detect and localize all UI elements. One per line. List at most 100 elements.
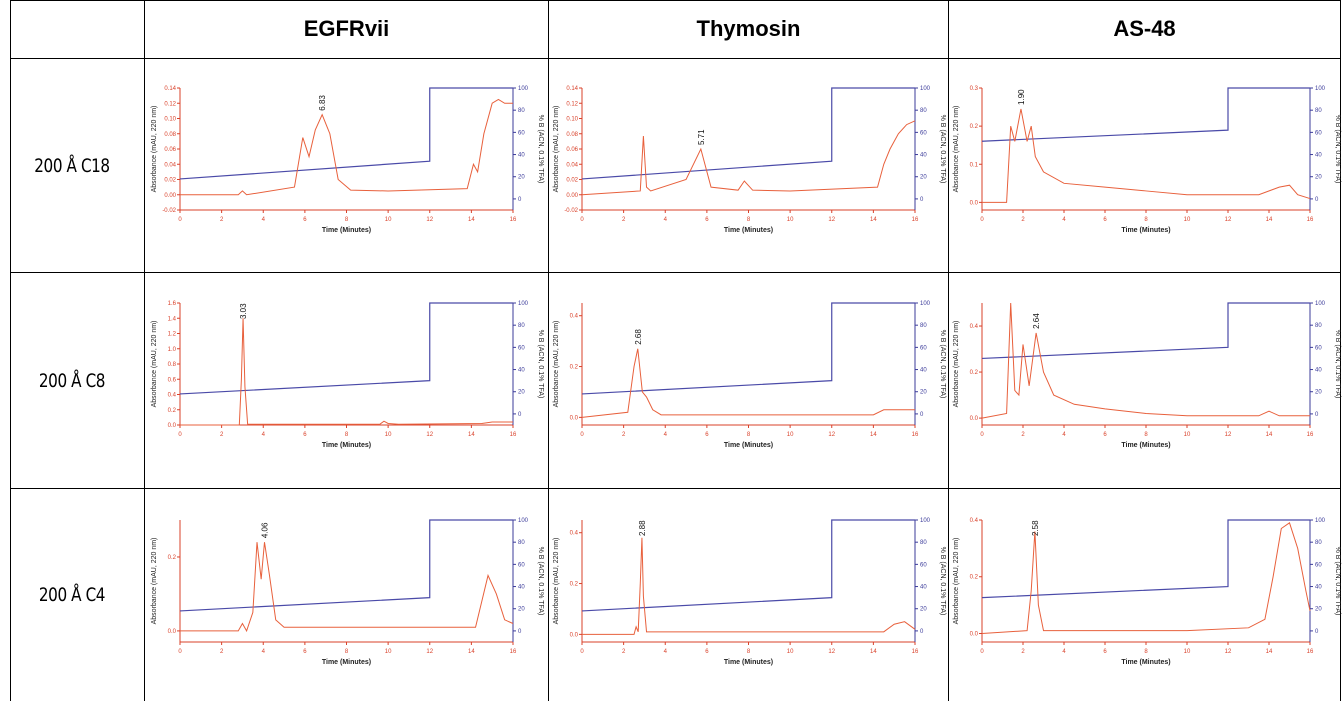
peak-label: 2.58 (1031, 520, 1040, 536)
y2-tick-label: 80 (1315, 540, 1322, 546)
chromatogram-trace (982, 108, 1311, 203)
y-tick-label: 1.2 (168, 332, 177, 338)
x-tick-label: 16 (510, 217, 517, 223)
y2-tick-label: 40 (518, 585, 525, 591)
table-divider (548, 0, 549, 701)
x-tick-label: 10 (1184, 649, 1191, 655)
y-tick-label: 0.12 (164, 101, 176, 107)
peak-label: 3.03 (239, 303, 248, 319)
y2-tick-label: 40 (920, 585, 927, 591)
x-tick-label: 16 (1307, 217, 1314, 223)
y-tick-label: 0.12 (566, 101, 578, 107)
x-tick-label: 2 (220, 649, 224, 655)
chromatogram-as48-c18: 0 2 4 6 8 10 12 14 16 0.0 0.1 0.2 0.3 0 20 40 60 80 100 Tim… (953, 86, 1341, 234)
y2-tick-label: 80 (920, 540, 927, 546)
x-tick-label: 4 (262, 432, 266, 438)
gradient-line (981, 519, 1310, 599)
y-tick-label: 0.02 (566, 178, 578, 184)
y2-axis-label: % B (ACN, 0.1% TFA) (537, 547, 544, 616)
x-tick-label: 4 (664, 217, 668, 223)
y2-axis-label: % B (ACN, 0.1% TFA) (537, 330, 544, 399)
x-tick-label: 0 (980, 432, 984, 438)
y2-tick-label: 80 (1315, 323, 1322, 329)
y2-tick-label: 0 (1315, 412, 1319, 418)
table-divider (948, 0, 949, 701)
y2-tick-label: 0 (920, 197, 924, 203)
y2-tick-label: 100 (1315, 86, 1326, 92)
x-tick-label: 8 (1144, 432, 1148, 438)
x-tick-label: 8 (345, 649, 349, 655)
x-tick-label: 12 (828, 432, 835, 438)
x-tick-label: 0 (178, 649, 182, 655)
y2-tick-label: 100 (518, 301, 529, 307)
x-tick-label: 16 (912, 649, 919, 655)
y-tick-label: -0.02 (564, 208, 578, 214)
x-axis-label: Time (Minutes) (1121, 227, 1170, 234)
gradient-line (179, 302, 513, 395)
x-tick-label: 8 (747, 432, 751, 438)
y2-tick-label: 40 (518, 368, 525, 374)
y-axis-label: Absorbance (mAU, 220 nm) (553, 538, 560, 625)
table-border-left (10, 0, 11, 701)
y2-tick-label: 40 (1315, 153, 1322, 159)
x-axis-label: Time (Minutes) (1121, 659, 1170, 666)
x-tick-label: 12 (426, 432, 433, 438)
gradient-line (581, 87, 915, 180)
peak-label: 6.83 (318, 95, 327, 111)
y-tick-label: 0.4 (168, 393, 177, 399)
y2-tick-label: 0 (518, 629, 522, 635)
y-tick-label: 0.08 (566, 132, 578, 138)
y-tick-label: 0.10 (566, 117, 578, 123)
y2-tick-label: 60 (518, 345, 525, 351)
chromatogram-trace (180, 542, 514, 633)
y-tick-label: 0.0 (970, 416, 979, 422)
x-tick-label: 4 (1062, 649, 1066, 655)
y2-tick-label: 100 (518, 518, 529, 524)
y-tick-label: 0.0 (570, 632, 579, 638)
x-axis-label: Time (Minutes) (724, 227, 773, 234)
x-tick-label: 8 (345, 432, 349, 438)
x-tick-label: 8 (747, 649, 751, 655)
y2-tick-label: 80 (920, 108, 927, 114)
x-tick-label: 14 (468, 432, 475, 438)
x-tick-label: 12 (828, 217, 835, 223)
column-header-thymosin: Thymosin (696, 16, 801, 41)
row-label-c8: 200 Å C8 (38, 369, 106, 392)
y2-tick-label: 80 (1315, 108, 1322, 114)
header-corner (10, 0, 144, 58)
x-tick-label: 8 (1144, 649, 1148, 655)
x-tick-label: 10 (385, 649, 392, 655)
x-tick-label: 10 (787, 217, 794, 223)
gradient-line (581, 302, 915, 395)
x-tick-label: 0 (580, 217, 584, 223)
x-tick-label: 12 (828, 649, 835, 655)
x-tick-label: 2 (1021, 432, 1025, 438)
y-tick-label: 0.0 (168, 629, 177, 635)
x-tick-label: 14 (1266, 432, 1273, 438)
y-axis-label: Absorbance (mAU, 220 nm) (151, 321, 158, 408)
y2-tick-label: 0 (1315, 629, 1319, 635)
x-axis-label: Time (Minutes) (724, 659, 773, 666)
x-tick-label: 4 (664, 432, 668, 438)
x-tick-label: 6 (705, 432, 709, 438)
y-tick-label: 0.14 (164, 86, 176, 92)
row-label-c18: 200 Å C18 (34, 154, 110, 177)
y2-tick-label: 80 (518, 108, 525, 114)
x-tick-label: 16 (1307, 432, 1314, 438)
y-tick-label: 0.2 (970, 370, 979, 376)
x-tick-label: 14 (1266, 649, 1273, 655)
peak-label: 2.88 (638, 520, 647, 536)
chromatogram-egfrvii-c4: 0 2 4 6 8 10 12 14 16 0.0 0.2 0 20 40 60 80 100 Time (Min… (151, 518, 544, 666)
y-tick-label: 0.00 (566, 193, 578, 199)
x-tick-label: 4 (664, 649, 668, 655)
y2-tick-label: 80 (518, 540, 525, 546)
chromatogram-trace (581, 120, 916, 196)
x-tick-label: 16 (1307, 649, 1314, 655)
y-tick-label: 0.1 (970, 162, 979, 168)
chromatogram-trace (981, 522, 1311, 634)
peak-label: 5.71 (697, 129, 706, 145)
x-tick-label: 10 (787, 649, 794, 655)
x-tick-label: 14 (870, 432, 877, 438)
x-tick-label: 2 (1021, 649, 1025, 655)
chromatogram-thymosin-c8: 0 2 4 6 8 10 12 14 16 0.0 0.2 0.4 0 20 40 60 80 100 Time (… (553, 301, 946, 449)
